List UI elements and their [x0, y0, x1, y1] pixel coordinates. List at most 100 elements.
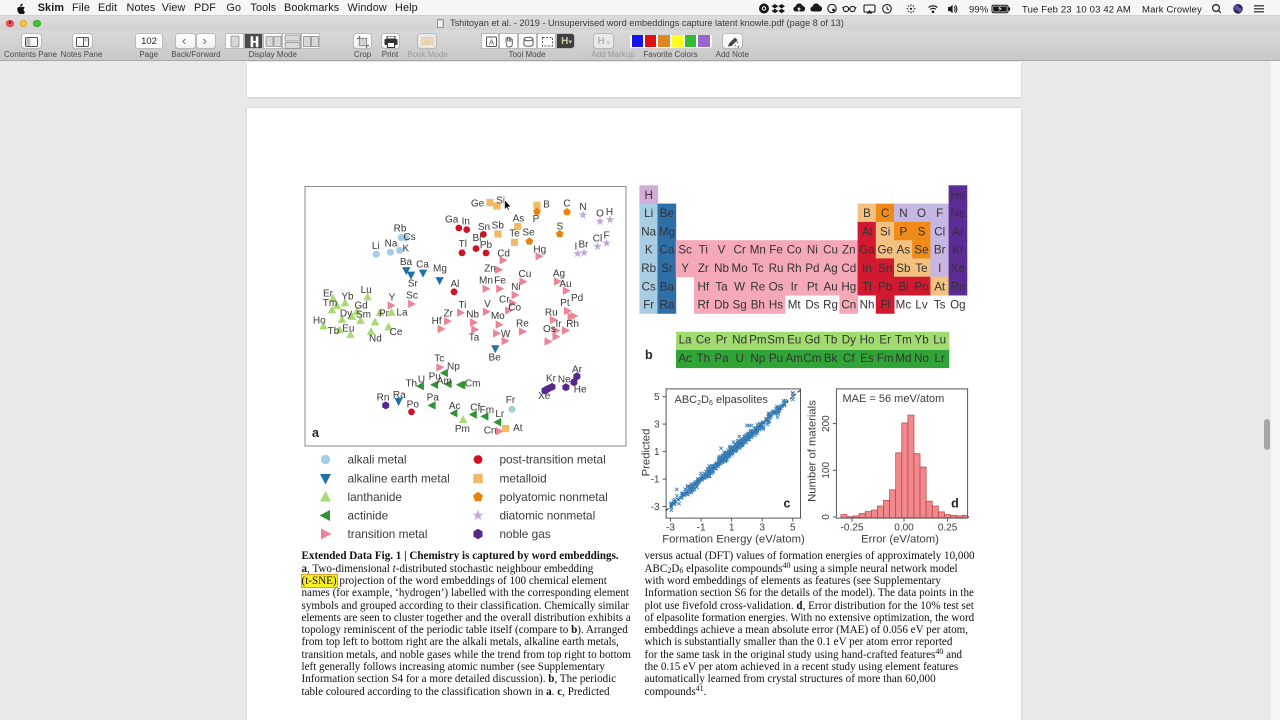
svg-text:Es: Es — [860, 352, 874, 365]
svg-text:Ar: Ar — [952, 226, 964, 239]
svg-text:post-transition metal: post-transition metal — [500, 453, 606, 467]
svg-text:Eu: Eu — [787, 334, 801, 347]
svg-text:V: V — [484, 299, 491, 310]
svg-text:Error (eV/atom): Error (eV/atom) — [861, 534, 939, 546]
svg-text:Fe: Fe — [494, 276, 506, 287]
svg-text:Be: Be — [488, 353, 501, 364]
svg-text:P: P — [900, 226, 908, 239]
svg-text:He: He — [574, 384, 587, 395]
svg-text:Re: Re — [516, 319, 529, 330]
svg-text:Cr: Cr — [733, 244, 745, 257]
svg-text:Tm: Tm — [323, 298, 337, 309]
svg-text:Cf: Cf — [470, 402, 480, 413]
svg-text:Nb: Nb — [466, 309, 479, 320]
svg-text:C: C — [881, 207, 889, 220]
svg-text:Cu: Cu — [823, 244, 838, 257]
svg-text:Fl: Fl — [880, 299, 890, 312]
svg-text:Te: Te — [509, 228, 520, 239]
svg-text:Ge: Ge — [877, 244, 892, 257]
svg-text:Fe: Fe — [769, 244, 783, 257]
svg-text:ABC2D6 elpasolites: ABC2D6 elpasolites — [675, 394, 769, 407]
svg-text:No: No — [914, 352, 929, 365]
svg-text:Rn: Rn — [377, 393, 390, 404]
svg-text:Mt: Mt — [788, 299, 802, 312]
svg-text:Number of materials: Number of materials — [807, 400, 819, 502]
svg-text:Po: Po — [914, 280, 928, 293]
svg-text:Ce: Ce — [390, 327, 403, 338]
svg-text:Pt: Pt — [560, 298, 570, 309]
svg-text:Mg: Mg — [433, 263, 447, 274]
svg-text:F: F — [936, 207, 943, 220]
svg-text:Pt: Pt — [807, 280, 819, 293]
svg-text:Zr: Zr — [443, 309, 453, 320]
svg-text:Ni: Ni — [511, 282, 520, 293]
svg-text:Mo: Mo — [491, 311, 505, 322]
svg-text:Db: Db — [714, 299, 729, 312]
svg-text:S: S — [556, 221, 563, 232]
svg-text:Cr: Cr — [499, 295, 510, 306]
svg-text:Se: Se — [914, 244, 928, 257]
svg-text:Yb: Yb — [915, 334, 929, 347]
svg-text:I: I — [575, 241, 578, 252]
svg-text:Ag: Ag — [553, 269, 565, 280]
svg-text:Eu: Eu — [342, 323, 354, 334]
svg-text:Au: Au — [824, 280, 838, 293]
svg-text:Og: Og — [950, 299, 965, 312]
svg-text:Rh: Rh — [566, 319, 579, 330]
svg-text:Ga: Ga — [859, 244, 875, 257]
svg-text:As: As — [897, 244, 911, 257]
svg-text:Cs: Cs — [642, 280, 656, 293]
svg-text:transition metal: transition metal — [348, 527, 428, 541]
svg-text:Li: Li — [372, 241, 380, 252]
svg-text:Gd: Gd — [805, 334, 820, 347]
svg-text:Rn: Rn — [950, 280, 965, 293]
svg-text:Ra: Ra — [393, 390, 406, 401]
svg-text:Sb: Sb — [896, 262, 910, 275]
svg-text:N: N — [579, 202, 586, 213]
svg-text:Pb: Pb — [480, 240, 493, 251]
svg-text:d: d — [951, 497, 959, 511]
svg-text:Pu: Pu — [769, 352, 783, 365]
svg-text:Pd: Pd — [805, 262, 819, 275]
svg-text:Te: Te — [915, 262, 927, 275]
svg-text:100: 100 — [821, 462, 832, 479]
svg-text:Np: Np — [750, 352, 765, 365]
svg-text:Mo: Mo — [732, 262, 748, 275]
svg-text:Bi: Bi — [472, 233, 481, 244]
svg-text:Pb: Pb — [878, 280, 892, 293]
svg-text:0: 0 — [821, 514, 832, 520]
svg-text:Ta: Ta — [715, 280, 728, 293]
svg-text:Fr: Fr — [506, 395, 516, 406]
svg-text:F: F — [604, 231, 610, 242]
svg-text:MAE = 56 meV/atom: MAE = 56 meV/atom — [843, 393, 945, 405]
svg-text:La: La — [396, 308, 408, 319]
svg-text:Ge: Ge — [471, 199, 485, 210]
svg-text:Bi: Bi — [898, 280, 908, 293]
svg-text:Pm: Pm — [455, 424, 470, 435]
svg-text:Np: Np — [447, 362, 460, 373]
svg-text:Be: Be — [660, 207, 674, 220]
svg-text:Mg: Mg — [659, 226, 675, 239]
svg-text:Md: Md — [895, 352, 911, 365]
svg-text:Os: Os — [543, 324, 556, 335]
svg-text:Na: Na — [385, 239, 398, 250]
svg-text:U: U — [736, 352, 744, 365]
svg-text:1: 1 — [654, 447, 660, 458]
svg-text:Cm: Cm — [465, 379, 481, 390]
svg-text:Ru: Ru — [769, 262, 784, 275]
svg-text:Kr: Kr — [546, 374, 557, 385]
svg-text:Al: Al — [862, 226, 872, 239]
svg-text:Bh: Bh — [751, 299, 765, 312]
svg-text:5: 5 — [654, 392, 660, 403]
svg-text:Nh: Nh — [860, 299, 875, 312]
svg-text:c: c — [784, 497, 791, 511]
svg-text:-3: -3 — [666, 523, 675, 534]
svg-text:Er: Er — [323, 288, 334, 299]
svg-text:Au: Au — [559, 279, 571, 290]
svg-text:Pa: Pa — [714, 352, 729, 365]
svg-text:Sc: Sc — [406, 290, 418, 301]
svg-text:Pr: Pr — [379, 308, 390, 319]
svg-text:alkaline earth metal: alkaline earth metal — [348, 472, 450, 486]
svg-text:Mark Crowley: Mark Crowley — [1142, 4, 1202, 15]
svg-text:Se: Se — [522, 227, 535, 238]
